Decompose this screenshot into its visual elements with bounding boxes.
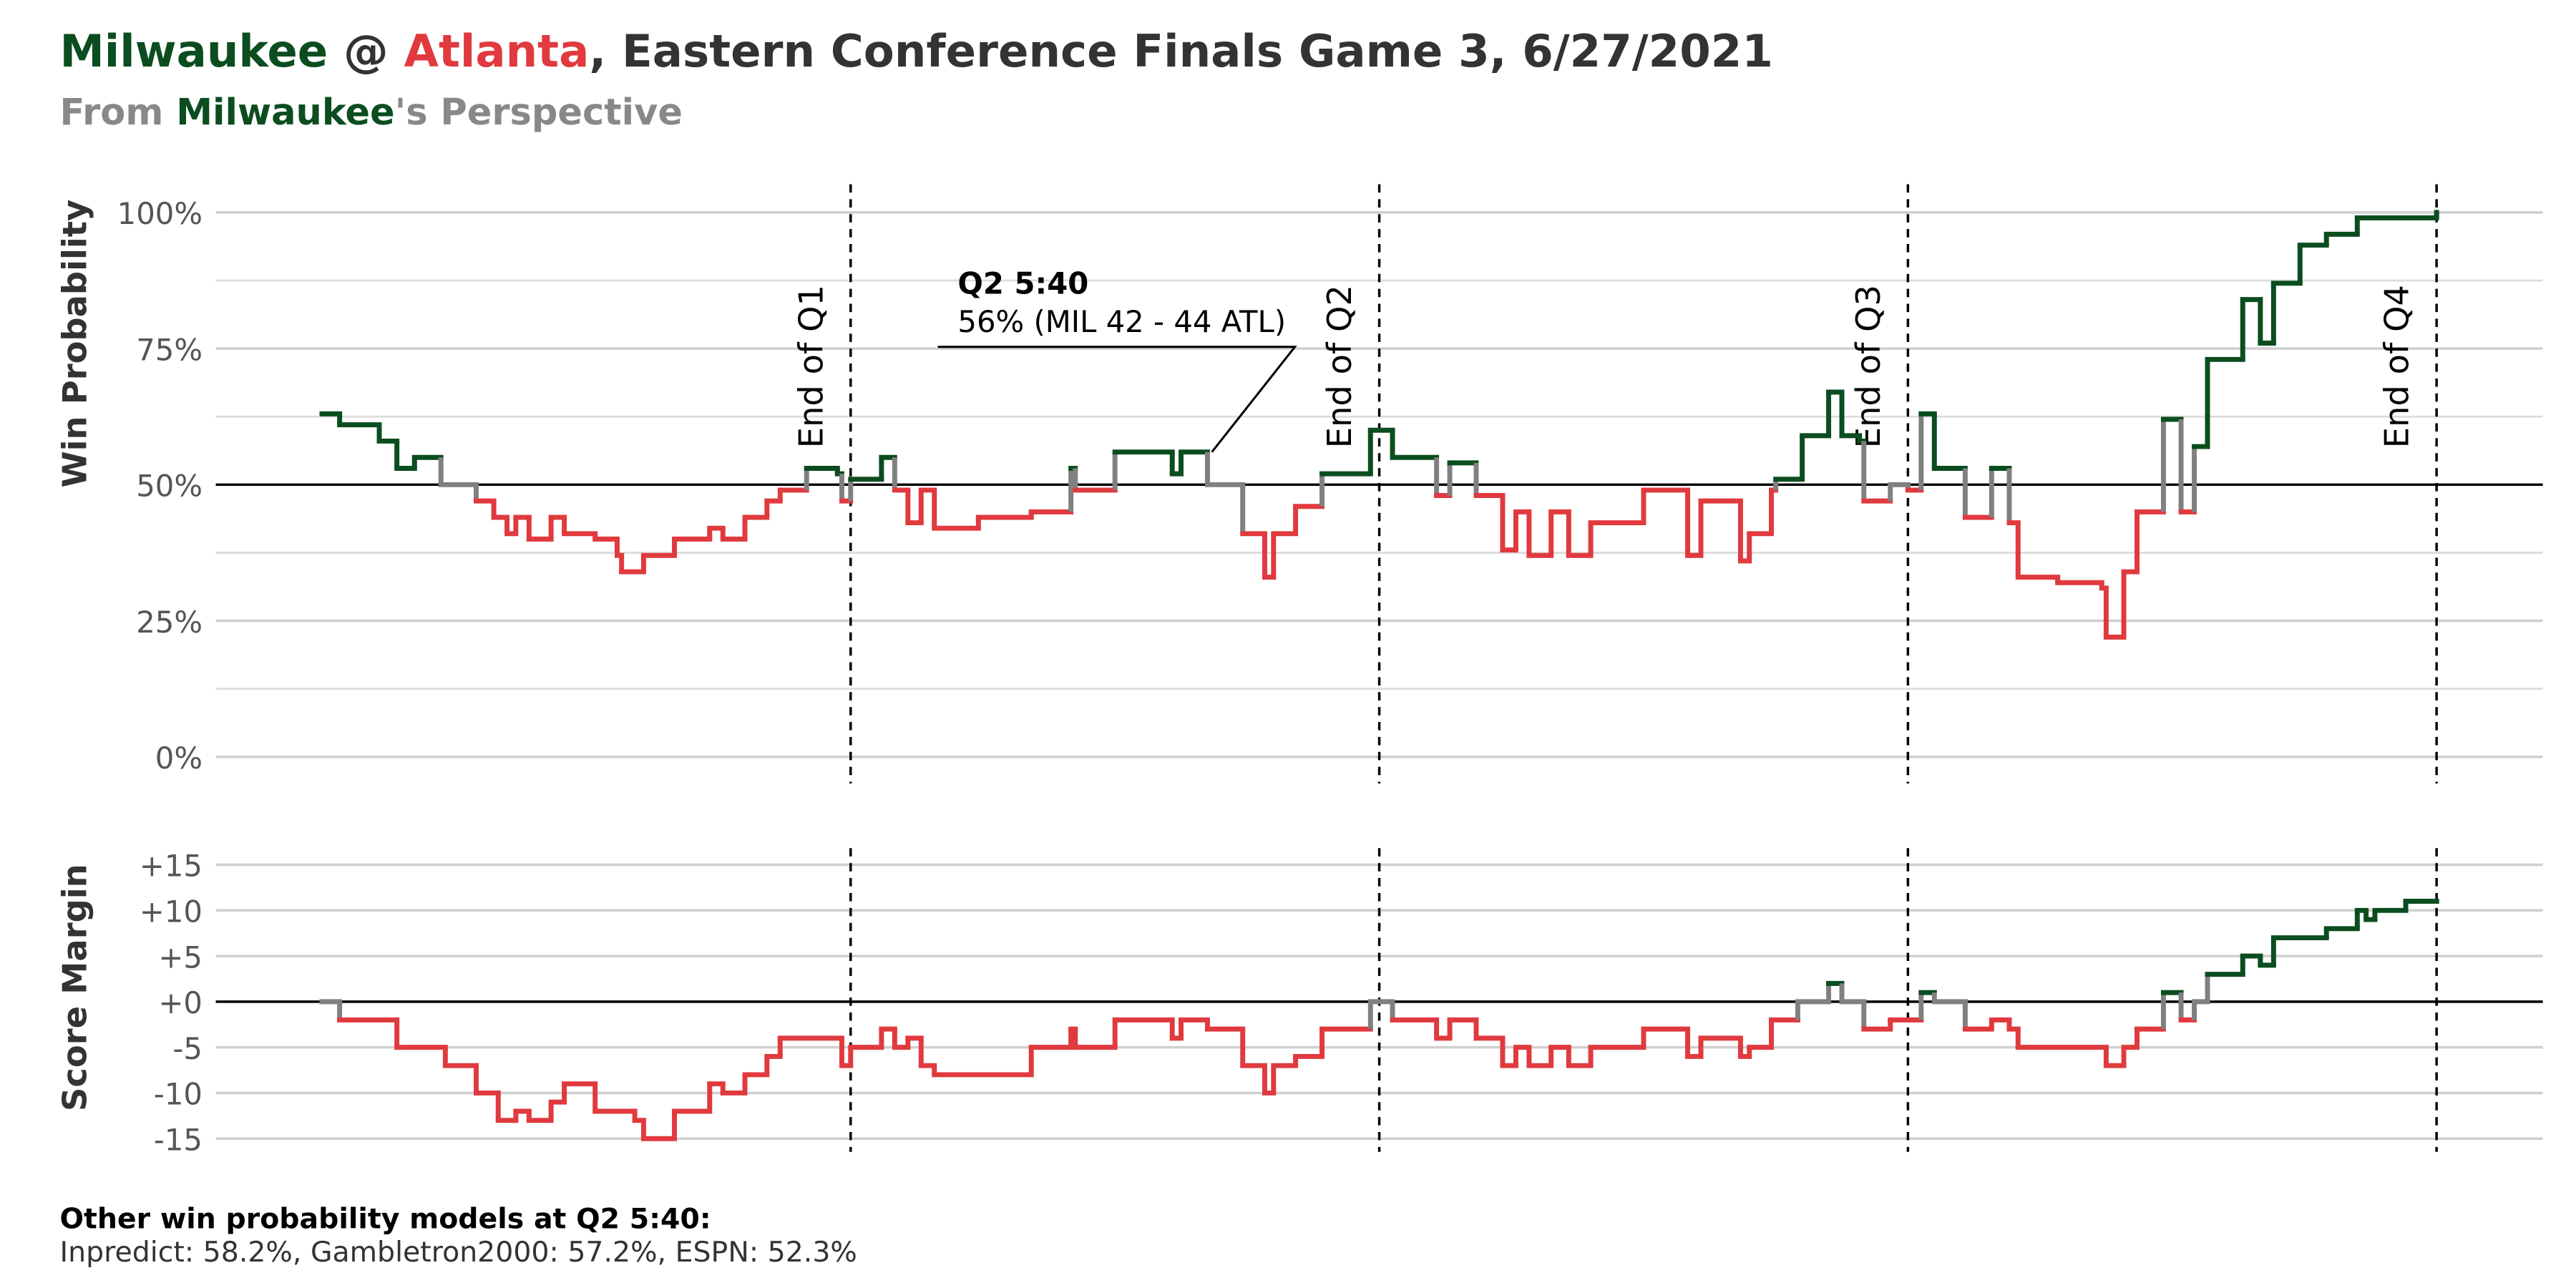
y-tick-label: +5: [158, 940, 203, 975]
title-part: Milwaukee: [60, 25, 328, 77]
y-tick-label: 100%: [117, 196, 203, 231]
subtitle-part: From: [60, 92, 177, 134]
subtitle-part: Milwaukee: [176, 92, 394, 134]
y-tick-label: -5: [172, 1031, 203, 1066]
y-tick-label: +10: [140, 894, 203, 930]
annotation-leader: [937, 346, 1297, 453]
step-line: [319, 899, 2439, 1141]
y-tick-label: 75%: [136, 332, 203, 367]
y-tick-label: -10: [154, 1077, 203, 1112]
quarter-label: End of Q1: [791, 285, 830, 448]
footer-text: Inpredict: 58.2%, Gambletron2000: 57.2%,…: [60, 1236, 857, 1269]
title-part: Atlanta: [404, 25, 590, 77]
y-tick-label: 25%: [136, 605, 203, 640]
y-axis-title: Score Margin: [56, 864, 94, 1111]
annotation-text: 56% (MIL 42 - 44 ATL): [957, 304, 1286, 339]
title-part: @: [328, 25, 404, 77]
footer-heading: Other win probability models at Q2 5:40:: [60, 1202, 711, 1235]
chart-subtitle: From Milwaukee's Perspective: [60, 92, 683, 134]
step-line: [319, 210, 2439, 640]
y-tick-label: -15: [154, 1122, 203, 1157]
y-tick-label: 0%: [155, 741, 203, 776]
quarter-label: End of Q3: [1849, 285, 1888, 448]
subtitle-part: 's Perspective: [395, 92, 683, 134]
y-tick-label: +15: [140, 849, 203, 884]
annotation-title: Q2 5:40: [957, 266, 1088, 301]
y-tick-label: +0: [158, 985, 203, 1020]
quarter-label: End of Q4: [2378, 285, 2416, 448]
chart-title: Milwaukee @ Atlanta, Eastern Conference …: [60, 25, 1773, 77]
quarter-label: End of Q2: [1320, 285, 1359, 448]
title-part: , Eastern Conference Finals Game 3, 6/27…: [589, 25, 1773, 77]
y-axis-title: Win Probability: [56, 200, 94, 488]
y-tick-label: 50%: [136, 469, 203, 504]
